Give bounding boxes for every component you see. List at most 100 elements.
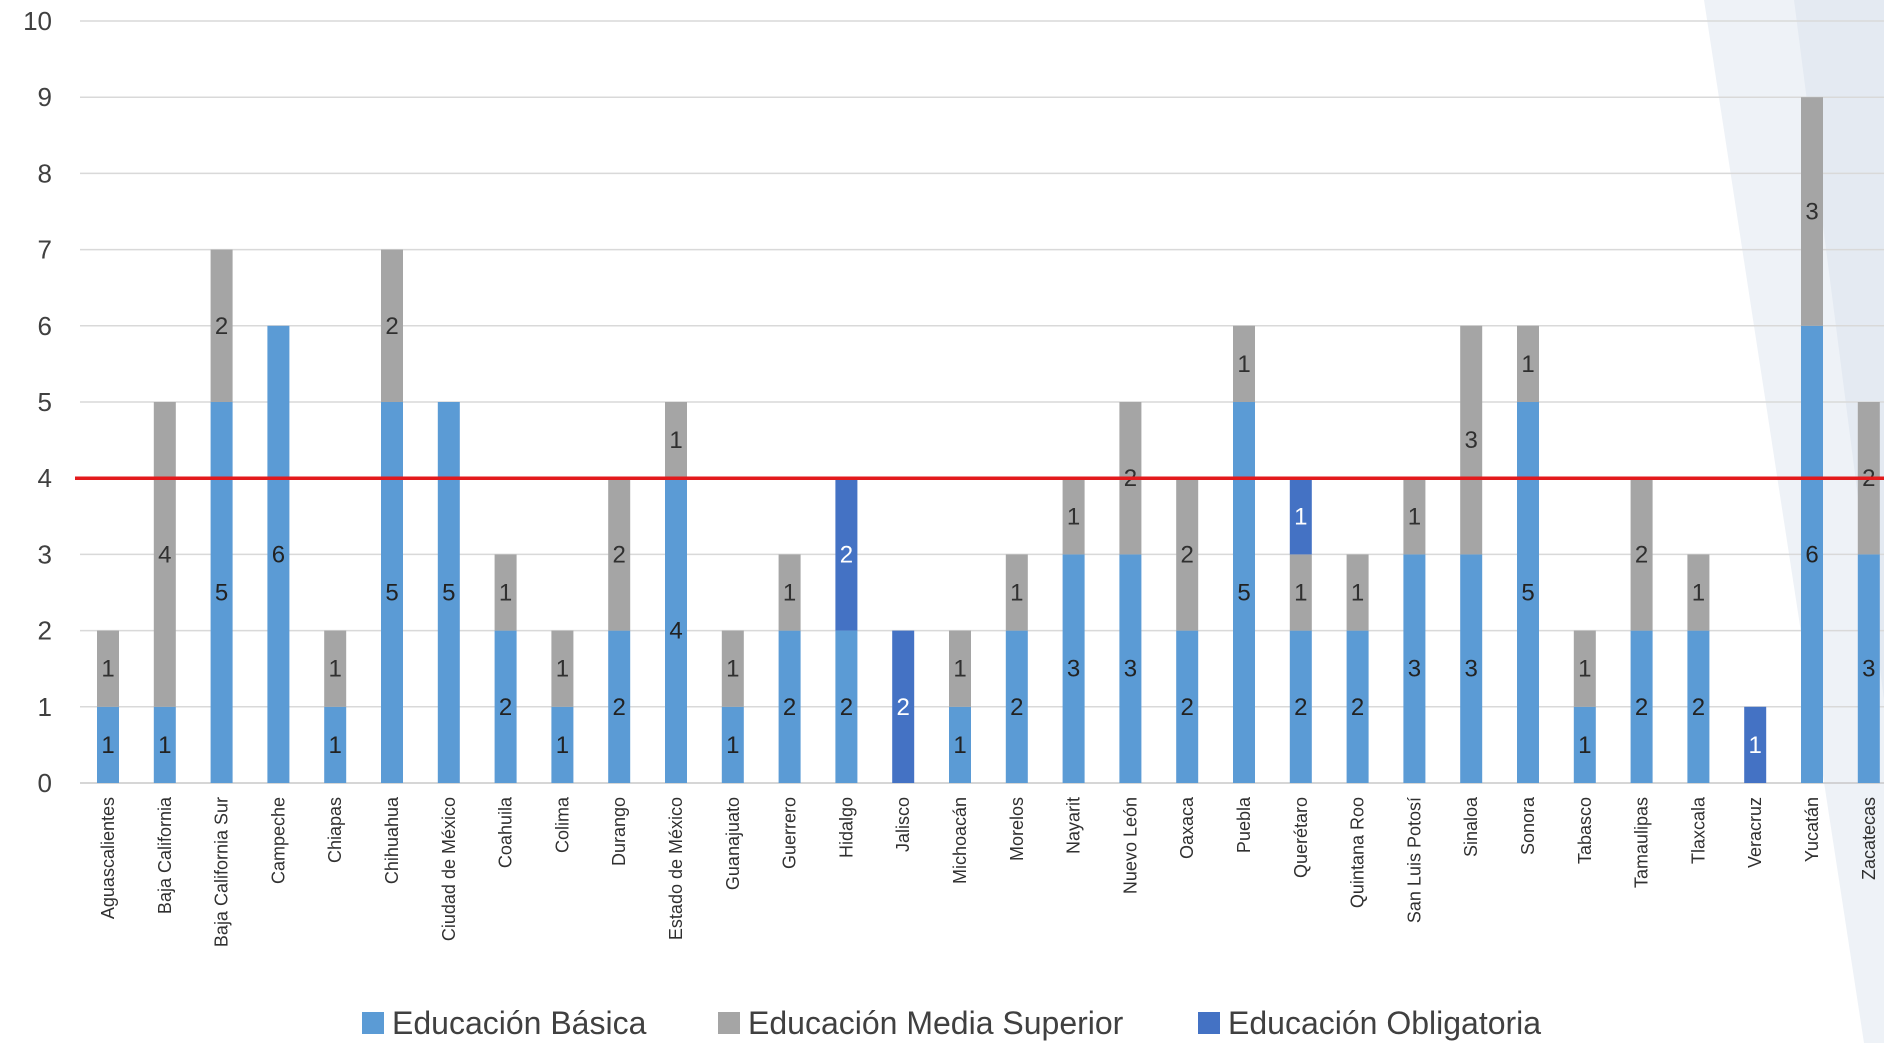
- x-tick-label: Morelos: [1007, 797, 1027, 861]
- x-tick-label: Zacatecas: [1859, 797, 1879, 880]
- bar-segment: [835, 630, 858, 783]
- bar-segment: [1005, 630, 1028, 783]
- x-tick-label: Baja California: [155, 796, 175, 914]
- data-label: 1: [1692, 580, 1705, 607]
- bar-segment: [1403, 478, 1426, 555]
- data-label: 1: [669, 427, 682, 454]
- x-tick-label: Colima: [552, 796, 572, 853]
- bar-segment: [1630, 478, 1653, 631]
- x-tick-label: Chihuahua: [382, 796, 402, 884]
- data-label: 3: [1862, 656, 1875, 683]
- bar-segment: [1062, 478, 1085, 555]
- data-label: 6: [1805, 541, 1818, 568]
- bar-segment: [1233, 325, 1255, 402]
- bar-segment: [1630, 630, 1653, 783]
- x-tick-label: Ciudad de México: [439, 797, 459, 941]
- data-label: 2: [840, 694, 853, 721]
- data-label: 3: [1124, 656, 1137, 683]
- bars: [97, 97, 1880, 783]
- x-tick-label: Hidalgo: [836, 797, 856, 858]
- x-tick-label: Baja California Sur: [212, 797, 232, 947]
- bar-segment: [324, 706, 347, 783]
- bar-segment: [892, 630, 915, 783]
- data-label: 2: [1181, 694, 1194, 721]
- data-label: 2: [385, 313, 398, 340]
- bar-segment: [1517, 402, 1539, 783]
- y-tick-label: 3: [38, 539, 52, 569]
- bar-segment: [1517, 325, 1539, 402]
- data-label: 2: [897, 694, 910, 721]
- x-tick-label: Estado de México: [666, 797, 686, 940]
- data-label: 2: [1294, 694, 1307, 721]
- data-label: 1: [499, 580, 512, 607]
- y-tick-label: 0: [38, 768, 52, 798]
- x-tick-label: Veracruz: [1745, 797, 1765, 868]
- data-label: 2: [840, 541, 853, 568]
- bar-segment: [1176, 478, 1199, 631]
- data-label: 4: [669, 618, 682, 645]
- data-label: 3: [1805, 199, 1818, 226]
- y-tick-label: 2: [38, 616, 52, 646]
- bar-segment: [1460, 554, 1483, 783]
- data-label: 1: [783, 580, 796, 607]
- data-label: 2: [1181, 541, 1194, 568]
- bar-segment: [608, 478, 631, 631]
- data-label: 2: [613, 541, 626, 568]
- legend-label: Educación Básica: [392, 1005, 647, 1041]
- bar-segment: [1573, 630, 1596, 707]
- bar-segment: [835, 478, 858, 631]
- data-label: 1: [1521, 351, 1534, 378]
- legend-swatch: [1198, 1012, 1220, 1034]
- bar-segment: [1346, 554, 1369, 631]
- bar-segment: [1801, 97, 1823, 326]
- x-tick-label: Nayarit: [1064, 797, 1084, 854]
- x-tick-label: Sonora: [1518, 796, 1538, 855]
- legend: Educación Básica Educación Media Superior…: [362, 1005, 1541, 1041]
- gridlines: [80, 20, 1884, 784]
- x-tick-label: Jalisco: [893, 797, 913, 852]
- legend-label: Educación Obligatoria: [1228, 1005, 1541, 1041]
- data-label: 2: [1692, 694, 1705, 721]
- bar-segment: [1403, 554, 1426, 783]
- data-label: 1: [1294, 580, 1307, 607]
- bar-segment: [949, 706, 971, 783]
- bar-segment: [437, 402, 460, 783]
- bar-segment: [210, 249, 233, 402]
- data-label: 4: [158, 541, 171, 568]
- legend-swatch: [718, 1012, 740, 1034]
- data-label: 2: [1635, 694, 1648, 721]
- data-label: 1: [158, 732, 171, 759]
- y-tick-label: 4: [38, 463, 52, 493]
- y-axis: 0 1 2 3 4 5 6 7 8 9 10: [23, 6, 52, 798]
- data-label: 1: [329, 732, 342, 759]
- bar-segment: [267, 325, 290, 783]
- x-tick-label: Tamaulipas: [1632, 797, 1652, 888]
- x-tick-label: Tabasco: [1575, 797, 1595, 864]
- x-tick-label: Sinaloa: [1461, 796, 1481, 857]
- bar-segment: [1289, 630, 1312, 783]
- bar-segment: [381, 402, 403, 783]
- x-axis: Aguascalientes Baja California Baja Califo…: [98, 796, 1879, 947]
- bar-segment: [1062, 554, 1085, 783]
- y-tick-label: 8: [38, 158, 52, 188]
- data-label: 2: [1351, 694, 1364, 721]
- bar-segment: [778, 630, 801, 783]
- bar-segment: [1119, 554, 1142, 783]
- bar-segment: [1346, 630, 1369, 783]
- data-label: 1: [556, 656, 569, 683]
- data-label: 3: [1465, 427, 1478, 454]
- data-label: 5: [385, 580, 398, 607]
- bar-segment: [494, 630, 517, 783]
- data-label: 3: [1067, 656, 1080, 683]
- data-label: 1: [1578, 732, 1591, 759]
- x-tick-label: Yucatán: [1802, 797, 1822, 862]
- bar-segment: [778, 554, 801, 631]
- bar-segment: [324, 630, 347, 707]
- x-tick-label: Puebla: [1234, 796, 1254, 853]
- data-label: 2: [783, 694, 796, 721]
- y-tick-label: 1: [38, 692, 52, 722]
- data-label: 1: [1578, 656, 1591, 683]
- x-tick-label: Oaxaca: [1177, 796, 1197, 859]
- bar-segment: [949, 630, 971, 707]
